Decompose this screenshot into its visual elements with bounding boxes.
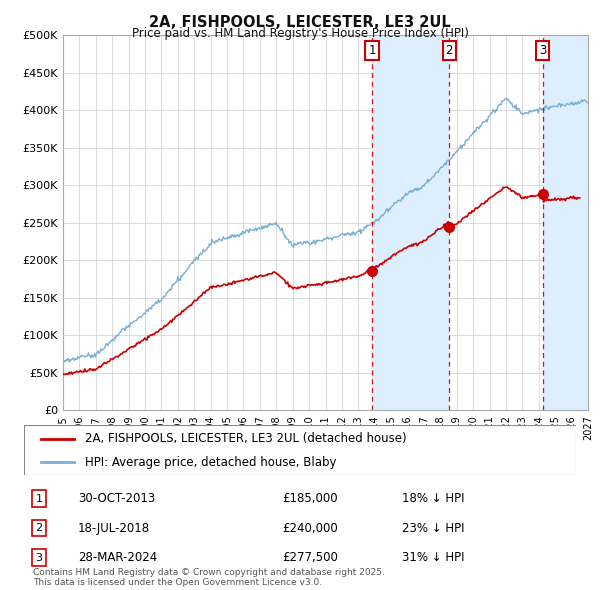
Text: 18-JUL-2018: 18-JUL-2018 xyxy=(78,522,150,535)
Text: 1: 1 xyxy=(368,44,376,57)
Text: 31% ↓ HPI: 31% ↓ HPI xyxy=(402,551,464,564)
Text: 2: 2 xyxy=(445,44,453,57)
Text: 3: 3 xyxy=(539,44,547,57)
Text: Price paid vs. HM Land Registry's House Price Index (HPI): Price paid vs. HM Land Registry's House … xyxy=(131,27,469,40)
Text: 2A, FISHPOOLS, LEICESTER, LE3 2UL: 2A, FISHPOOLS, LEICESTER, LE3 2UL xyxy=(149,15,451,30)
Text: £185,000: £185,000 xyxy=(282,492,338,505)
Text: 2A, FISHPOOLS, LEICESTER, LE3 2UL (detached house): 2A, FISHPOOLS, LEICESTER, LE3 2UL (detac… xyxy=(85,432,406,445)
Text: 23% ↓ HPI: 23% ↓ HPI xyxy=(402,522,464,535)
Text: 28-MAR-2024: 28-MAR-2024 xyxy=(78,551,157,564)
Bar xyxy=(543,35,588,410)
FancyBboxPatch shape xyxy=(24,425,576,475)
Text: Contains HM Land Registry data © Crown copyright and database right 2025.
This d: Contains HM Land Registry data © Crown c… xyxy=(33,568,385,587)
Text: HPI: Average price, detached house, Blaby: HPI: Average price, detached house, Blab… xyxy=(85,456,336,469)
Text: 18% ↓ HPI: 18% ↓ HPI xyxy=(402,492,464,505)
Bar xyxy=(372,35,449,410)
Text: 2: 2 xyxy=(35,523,43,533)
Text: £277,500: £277,500 xyxy=(282,551,338,564)
Text: 3: 3 xyxy=(35,553,43,562)
Text: 30-OCT-2013: 30-OCT-2013 xyxy=(78,492,155,505)
Text: 1: 1 xyxy=(35,494,43,503)
Text: £240,000: £240,000 xyxy=(282,522,338,535)
